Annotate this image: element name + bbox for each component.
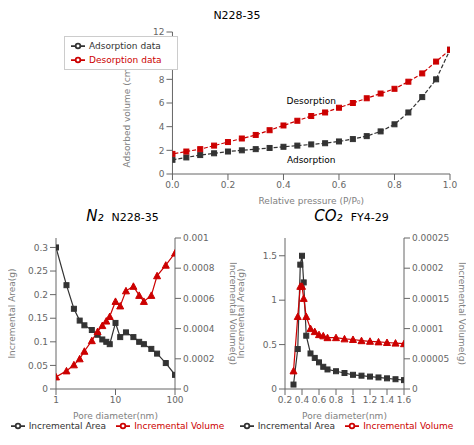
svg-text:0.0008: 0.0008 xyxy=(183,263,215,273)
svg-text:1.0: 1.0 xyxy=(443,180,458,190)
svg-text:0.2: 0.2 xyxy=(34,290,48,300)
svg-text:Incremental Area(g): Incremental Area(g) xyxy=(237,268,246,358)
svg-text:1: 1 xyxy=(53,395,59,405)
svg-text:0.5: 0.5 xyxy=(263,340,277,350)
svg-text:4: 4 xyxy=(159,122,165,132)
svg-text:0.0002: 0.0002 xyxy=(412,263,444,273)
svg-text:Relative pressure (P/P₀): Relative pressure (P/P₀) xyxy=(259,196,364,206)
svg-text:Adsorbed volume (cm³ / g⁻¹): Adsorbed volume (cm³ / g⁻¹) xyxy=(122,39,132,168)
svg-text:100: 100 xyxy=(166,395,183,405)
svg-text:0.0002: 0.0002 xyxy=(183,354,215,364)
svg-text:0.00015: 0.00015 xyxy=(412,294,449,304)
svg-text:10: 10 xyxy=(153,51,165,61)
svg-text:0.15: 0.15 xyxy=(28,313,48,323)
svg-text:0.3: 0.3 xyxy=(34,243,48,253)
svg-text:0.001: 0.001 xyxy=(183,233,209,243)
svg-text:Incremental Area(g): Incremental Area(g) xyxy=(8,268,17,358)
svg-text:0.4: 0.4 xyxy=(295,395,310,405)
svg-text:1: 1 xyxy=(350,395,356,405)
svg-text:1.6: 1.6 xyxy=(397,395,412,405)
svg-text:1.5: 1.5 xyxy=(263,251,277,261)
svg-text:0.00025: 0.00025 xyxy=(412,233,449,243)
svg-text:1: 1 xyxy=(271,295,277,305)
svg-text:Pore diameter(nm): Pore diameter(nm) xyxy=(302,411,387,421)
svg-text:1.2: 1.2 xyxy=(363,395,377,405)
svg-text:0: 0 xyxy=(42,384,48,394)
svg-text:0.4: 0.4 xyxy=(276,180,291,190)
svg-text:0.0006: 0.0006 xyxy=(183,294,215,304)
svg-text:0.25: 0.25 xyxy=(28,266,48,276)
svg-text:6: 6 xyxy=(159,98,165,108)
svg-text:Desorption: Desorption xyxy=(287,96,336,106)
svg-text:0: 0 xyxy=(159,169,165,179)
svg-text:0.0: 0.0 xyxy=(165,180,180,190)
svg-text:0.6: 0.6 xyxy=(312,395,327,405)
svg-text:0: 0 xyxy=(412,384,418,394)
svg-text:Incremental Volume(g): Incremental Volume(g) xyxy=(228,262,237,365)
svg-text:0.05: 0.05 xyxy=(28,361,48,371)
svg-text:0.6: 0.6 xyxy=(332,180,347,190)
svg-text:0.8: 0.8 xyxy=(329,395,344,405)
svg-text:0.0001: 0.0001 xyxy=(412,324,444,334)
svg-text:0: 0 xyxy=(183,384,189,394)
svg-text:8: 8 xyxy=(159,75,165,85)
svg-text:2: 2 xyxy=(159,146,165,156)
svg-text:0.1: 0.1 xyxy=(34,337,48,347)
svg-text:12: 12 xyxy=(153,27,164,37)
svg-text:0: 0 xyxy=(271,384,277,394)
svg-text:Incremental Volume(g): Incremental Volume(g) xyxy=(457,262,466,365)
svg-text:1.4: 1.4 xyxy=(380,395,395,405)
svg-text:10: 10 xyxy=(110,395,122,405)
svg-text:Adsorption: Adsorption xyxy=(287,155,336,165)
svg-text:Pore diameter(nm): Pore diameter(nm) xyxy=(73,411,158,421)
svg-text:0.2: 0.2 xyxy=(221,180,235,190)
svg-text:0.2: 0.2 xyxy=(278,395,292,405)
svg-text:0.0004: 0.0004 xyxy=(183,324,215,334)
svg-text:0.8: 0.8 xyxy=(387,180,402,190)
svg-text:0.00005: 0.00005 xyxy=(412,354,449,364)
